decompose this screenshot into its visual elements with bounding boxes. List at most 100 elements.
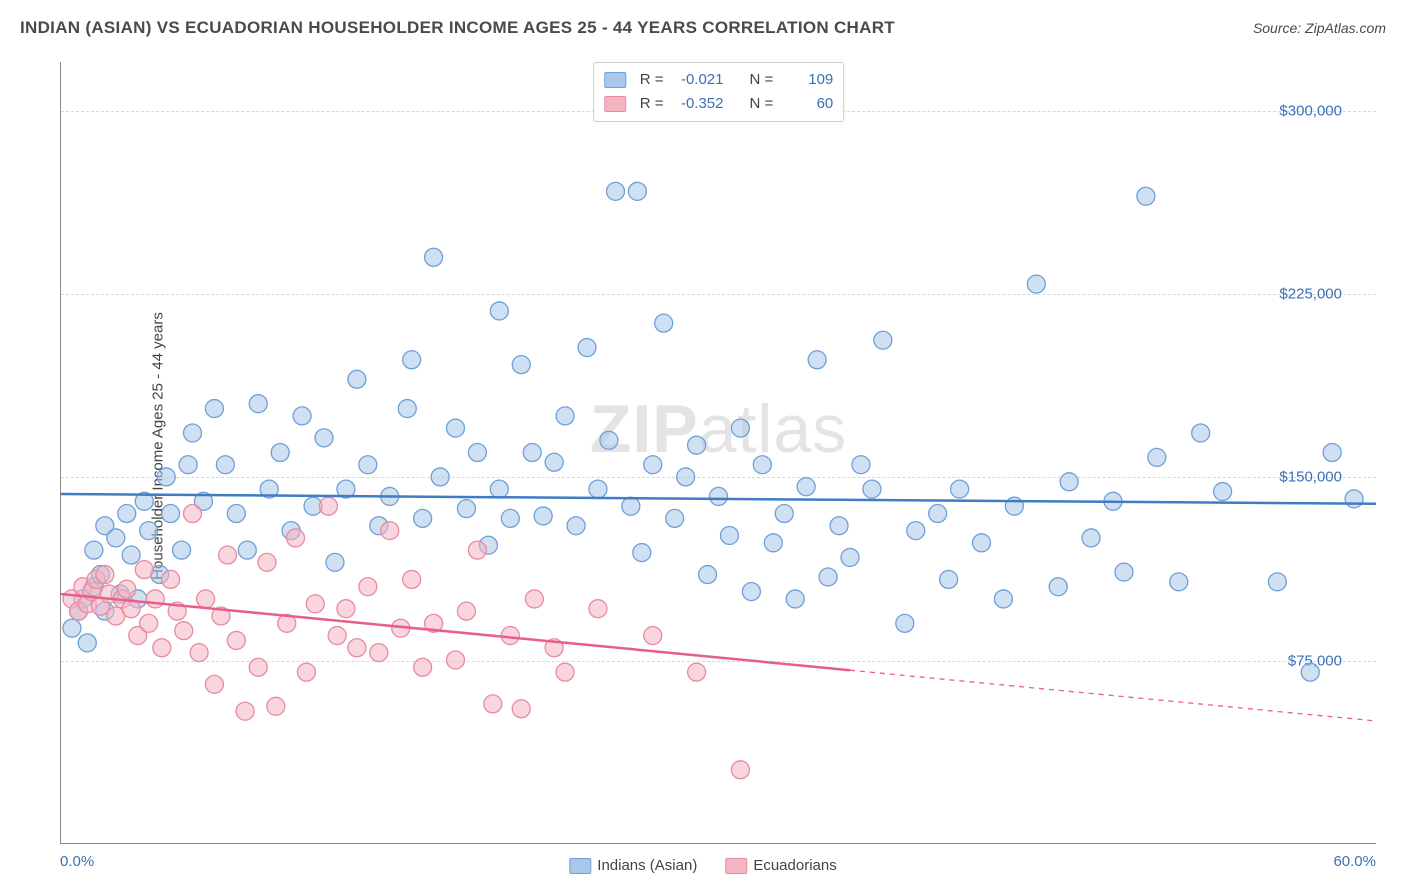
data-point (951, 480, 969, 498)
x-tick-min: 0.0% (60, 853, 94, 870)
legend-label-indian: Indians (Asian) (597, 857, 697, 874)
data-point (348, 639, 366, 657)
data-point (219, 546, 237, 564)
data-point (606, 182, 624, 200)
data-point (287, 529, 305, 547)
data-point (484, 695, 502, 713)
data-point (819, 568, 837, 586)
data-point (589, 480, 607, 498)
data-point (190, 644, 208, 662)
data-point (1214, 483, 1232, 501)
data-point (315, 429, 333, 447)
data-point (328, 627, 346, 645)
data-point (720, 526, 738, 544)
data-point (414, 658, 432, 676)
data-point (197, 590, 215, 608)
data-point (175, 622, 193, 640)
legend-swatch-indian-icon (569, 858, 591, 874)
scatter-svg (61, 62, 1376, 843)
data-point (293, 407, 311, 425)
data-point (622, 497, 640, 515)
data-point (764, 534, 782, 552)
n-value-0: 109 (781, 68, 833, 92)
data-point (710, 487, 728, 505)
data-point (63, 619, 81, 637)
data-point (140, 522, 158, 540)
data-point (78, 634, 96, 652)
data-point (135, 561, 153, 579)
data-point (146, 590, 164, 608)
data-point (227, 505, 245, 523)
data-point (118, 505, 136, 523)
data-point (545, 453, 563, 471)
data-point (973, 534, 991, 552)
data-point (238, 541, 256, 559)
data-point (162, 505, 180, 523)
data-point (644, 627, 662, 645)
correlation-legend: R = -0.021 N = 109 R = -0.352 N = 60 (593, 62, 845, 122)
chart-header: INDIAN (ASIAN) VS ECUADORIAN HOUSEHOLDER… (20, 18, 1386, 38)
data-point (1027, 275, 1045, 293)
data-point (162, 570, 180, 588)
data-point (457, 602, 475, 620)
data-point (688, 436, 706, 454)
data-point (556, 407, 574, 425)
data-point (534, 507, 552, 525)
data-point (628, 182, 646, 200)
data-point (184, 424, 202, 442)
data-point (578, 339, 596, 357)
data-point (122, 546, 140, 564)
data-point (600, 431, 618, 449)
data-point (666, 509, 684, 527)
data-point (742, 583, 760, 601)
data-point (688, 663, 706, 681)
data-point (157, 468, 175, 486)
data-point (655, 314, 673, 332)
data-point (107, 529, 125, 547)
data-point (297, 663, 315, 681)
data-point (184, 505, 202, 523)
data-point (431, 468, 449, 486)
data-point (205, 400, 223, 418)
data-point (326, 553, 344, 571)
legend-swatch-ecuadorian (604, 96, 626, 112)
data-point (929, 505, 947, 523)
data-point (370, 644, 388, 662)
data-point (512, 356, 530, 374)
data-point (1049, 578, 1067, 596)
legend-item-ecuadorian: Ecuadorians (725, 857, 836, 874)
data-point (271, 444, 289, 462)
series-legend: Indians (Asian) Ecuadorians (569, 857, 836, 874)
data-point (306, 595, 324, 613)
data-point (468, 444, 486, 462)
data-point (525, 590, 543, 608)
data-point (1137, 187, 1155, 205)
legend-swatch-indian (604, 72, 626, 88)
data-point (775, 505, 793, 523)
data-point (1192, 424, 1210, 442)
data-point (1301, 663, 1319, 681)
data-point (1115, 563, 1133, 581)
data-point (236, 702, 254, 720)
correlation-row-0: R = -0.021 N = 109 (604, 68, 834, 92)
data-point (337, 600, 355, 618)
data-point (118, 580, 136, 598)
data-point (797, 478, 815, 496)
correlation-row-1: R = -0.352 N = 60 (604, 92, 834, 116)
plot-area: ZIPatlas R = -0.021 N = 109 R = -0.352 N… (60, 62, 1376, 844)
data-point (205, 675, 223, 693)
n-value-1: 60 (781, 92, 833, 116)
data-point (468, 541, 486, 559)
data-point (249, 658, 267, 676)
data-point (490, 480, 508, 498)
x-tick-max: 60.0% (1333, 853, 1376, 870)
data-point (644, 456, 662, 474)
data-point (512, 700, 530, 718)
data-point (1323, 444, 1341, 462)
data-point (267, 697, 285, 715)
data-point (403, 570, 421, 588)
data-point (403, 351, 421, 369)
data-point (567, 517, 585, 535)
data-point (633, 544, 651, 562)
r-value-1: -0.352 (672, 92, 724, 116)
